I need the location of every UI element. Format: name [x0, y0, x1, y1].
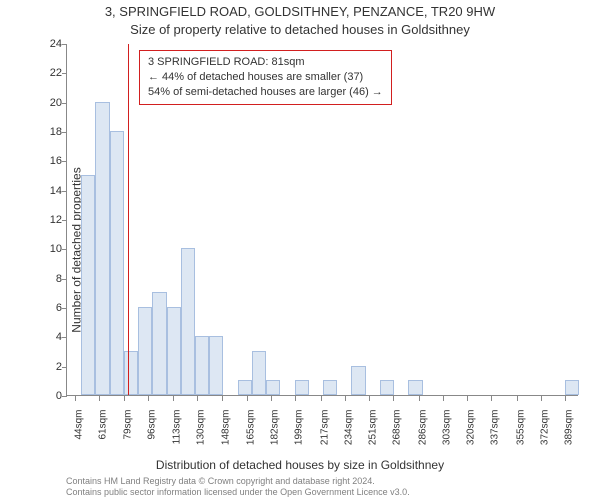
chart-frame: 3, SPRINGFIELD ROAD, GOLDSITHNEY, PENZAN…	[0, 0, 600, 500]
x-tick-mark	[197, 396, 198, 401]
x-tick-mark	[491, 396, 492, 401]
x-tick-label: 148sqm	[221, 410, 232, 460]
histogram-bar	[152, 292, 166, 395]
x-tick-label: 303sqm	[441, 410, 452, 460]
histogram-bar	[124, 351, 138, 395]
histogram-bar	[95, 102, 109, 395]
x-tick-mark	[369, 396, 370, 401]
x-tick-mark	[173, 396, 174, 401]
x-tick-label: 217sqm	[319, 410, 330, 460]
footer-line1: Contains HM Land Registry data © Crown c…	[66, 476, 410, 487]
x-axis: 44sqm61sqm79sqm96sqm113sqm130sqm148sqm16…	[66, 396, 578, 456]
x-tick-label: 96sqm	[147, 410, 158, 460]
histogram-bar	[238, 380, 252, 395]
x-tick-label: 320sqm	[466, 410, 477, 460]
x-tick-label: 268sqm	[392, 410, 403, 460]
x-tick-label: 165sqm	[245, 410, 256, 460]
y-tick-label: 24	[50, 38, 62, 50]
histogram-bar	[138, 307, 152, 395]
x-tick-mark	[443, 396, 444, 401]
histogram-bar	[181, 248, 195, 395]
info-box-line2: ← 44% of detached houses are smaller (37…	[148, 70, 383, 85]
x-tick-label: 372sqm	[540, 410, 551, 460]
x-tick-mark	[247, 396, 248, 401]
histogram-bar	[295, 380, 309, 395]
x-axis-label: Distribution of detached houses by size …	[0, 458, 600, 472]
x-tick-mark	[419, 396, 420, 401]
y-tick-label: 14	[50, 185, 62, 197]
x-tick-mark	[148, 396, 149, 401]
x-tick-label: 79sqm	[123, 410, 134, 460]
plot-area: 3 SPRINGFIELD ROAD: 81sqm ← 44% of detac…	[66, 44, 578, 396]
y-tick-label: 22	[50, 67, 62, 79]
y-tick-label: 16	[50, 155, 62, 167]
x-tick-label: 199sqm	[293, 410, 304, 460]
histogram-bar	[266, 380, 280, 395]
x-tick-mark	[222, 396, 223, 401]
x-tick-label: 182sqm	[269, 410, 280, 460]
x-tick-mark	[393, 396, 394, 401]
title-address: 3, SPRINGFIELD ROAD, GOLDSITHNEY, PENZAN…	[0, 4, 600, 19]
histogram-bar	[565, 380, 579, 395]
histogram-bar	[252, 351, 266, 395]
histogram-bar	[110, 131, 124, 395]
info-box: 3 SPRINGFIELD ROAD: 81sqm ← 44% of detac…	[139, 50, 392, 105]
x-tick-label: 286sqm	[417, 410, 428, 460]
histogram-bar	[195, 336, 209, 395]
y-tick-label: 18	[50, 126, 62, 138]
x-tick-mark	[124, 396, 125, 401]
x-tick-label: 130sqm	[195, 410, 206, 460]
x-tick-mark	[541, 396, 542, 401]
histogram-bar	[380, 380, 394, 395]
x-tick-mark	[295, 396, 296, 401]
x-tick-mark	[345, 396, 346, 401]
x-tick-label: 337sqm	[490, 410, 501, 460]
reference-marker-line	[128, 44, 129, 395]
histogram-bar	[351, 366, 365, 395]
x-tick-mark	[75, 396, 76, 401]
histogram-bar	[167, 307, 181, 395]
title-subtitle: Size of property relative to detached ho…	[0, 22, 600, 37]
histogram-bar	[81, 175, 95, 395]
x-tick-label: 355sqm	[515, 410, 526, 460]
x-tick-mark	[271, 396, 272, 401]
x-tick-label: 61sqm	[97, 410, 108, 460]
footer-attribution: Contains HM Land Registry data © Crown c…	[66, 476, 410, 498]
x-tick-mark	[565, 396, 566, 401]
histogram-bar	[323, 380, 337, 395]
y-tick-label: 20	[50, 97, 62, 109]
y-tick-label: 12	[50, 214, 62, 226]
y-axis: 024681012141618202224	[0, 44, 66, 396]
x-tick-label: 44sqm	[73, 410, 84, 460]
footer-line2: Contains public sector information licen…	[66, 487, 410, 498]
histogram-bar	[209, 336, 223, 395]
info-box-line3: 54% of semi-detached houses are larger (…	[148, 85, 383, 100]
x-tick-label: 251sqm	[367, 410, 378, 460]
x-tick-mark	[321, 396, 322, 401]
x-tick-label: 234sqm	[343, 410, 354, 460]
x-tick-mark	[467, 396, 468, 401]
info-box-line1: 3 SPRINGFIELD ROAD: 81sqm	[148, 55, 383, 70]
y-tick-label: 10	[50, 243, 62, 255]
histogram-bar	[408, 380, 422, 395]
x-tick-mark	[99, 396, 100, 401]
x-tick-label: 113sqm	[171, 410, 182, 460]
x-tick-mark	[517, 396, 518, 401]
x-tick-label: 389sqm	[564, 410, 575, 460]
